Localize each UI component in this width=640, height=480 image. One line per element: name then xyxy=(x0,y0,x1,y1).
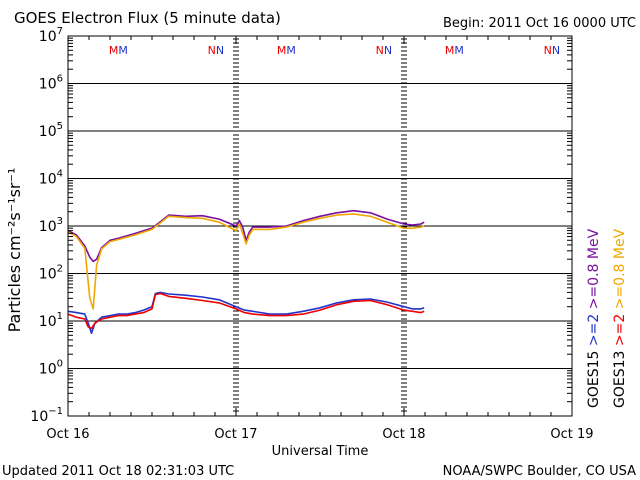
y-tick-label-7: 107 xyxy=(39,26,63,45)
y-tick-label-5: 105 xyxy=(39,121,63,140)
series-line-goes13-2-mev xyxy=(67,292,425,330)
begin-time-label: Begin: 2011 Oct 16 0000 UTC xyxy=(443,16,636,31)
y-tick-label-1: 101 xyxy=(39,311,63,330)
marker-4: MM xyxy=(445,44,464,57)
marker-2: MM xyxy=(277,44,296,57)
x-axis-label: Universal Time xyxy=(272,444,369,459)
marker-3: NN xyxy=(376,44,392,57)
y-tick-label-2: 102 xyxy=(39,264,63,283)
marker-0: MM xyxy=(109,44,128,57)
y-tick-label-6: 106 xyxy=(39,74,63,93)
y-tick-label-0: 100 xyxy=(39,359,63,378)
x-tick-label-oct-19: Oct 19 xyxy=(550,427,593,442)
legend-entry-goes13: GOES13 >=2 >=0.8 MeV xyxy=(612,228,628,408)
day-boundary-ticks xyxy=(233,38,407,412)
x-tick-label-oct-17: Oct 17 xyxy=(214,427,257,442)
credit-label: NOAA/SWPC Boulder, CO USA xyxy=(443,464,636,479)
marker-5: NN xyxy=(544,44,560,57)
y-tick-label-3: 103 xyxy=(39,216,63,235)
y-axis-ticks: 107 106 105 104 103 102 101 100 10−1 xyxy=(30,26,572,425)
y-axis-label: Particles cm⁻²s⁻¹sr⁻¹ xyxy=(5,168,24,333)
marker-1: NN xyxy=(208,44,224,57)
satellite-markers: MM NN MM NN MM NN xyxy=(109,44,560,57)
x-tick-label-oct-16: Oct 16 xyxy=(46,427,89,442)
y-tick-label-4: 104 xyxy=(39,169,63,188)
x-tick-label-oct-18: Oct 18 xyxy=(382,427,425,442)
chart-title: GOES Electron Flux (5 minute data) xyxy=(14,9,281,27)
legend-entry-goes15: GOES15 >=2 >=0.8 MeV xyxy=(586,228,602,408)
day-boundary-oct-17 xyxy=(233,38,239,412)
updated-timestamp: Updated 2011 Oct 18 02:31:03 UTC xyxy=(2,464,234,479)
x-axis-ticks: Oct 16 Oct 17 Oct 18 Oct 19 xyxy=(46,36,594,442)
series-line-goes15-0-8-mev xyxy=(67,209,425,263)
series-line-goes13-0-8-mev xyxy=(67,213,425,310)
legend: GOES15 >=2 >=0.8 MeV GOES13 >=2 >=0.8 MeV xyxy=(586,228,628,408)
series-lines xyxy=(67,209,425,335)
y-tick-label--1: 10−1 xyxy=(30,406,63,425)
